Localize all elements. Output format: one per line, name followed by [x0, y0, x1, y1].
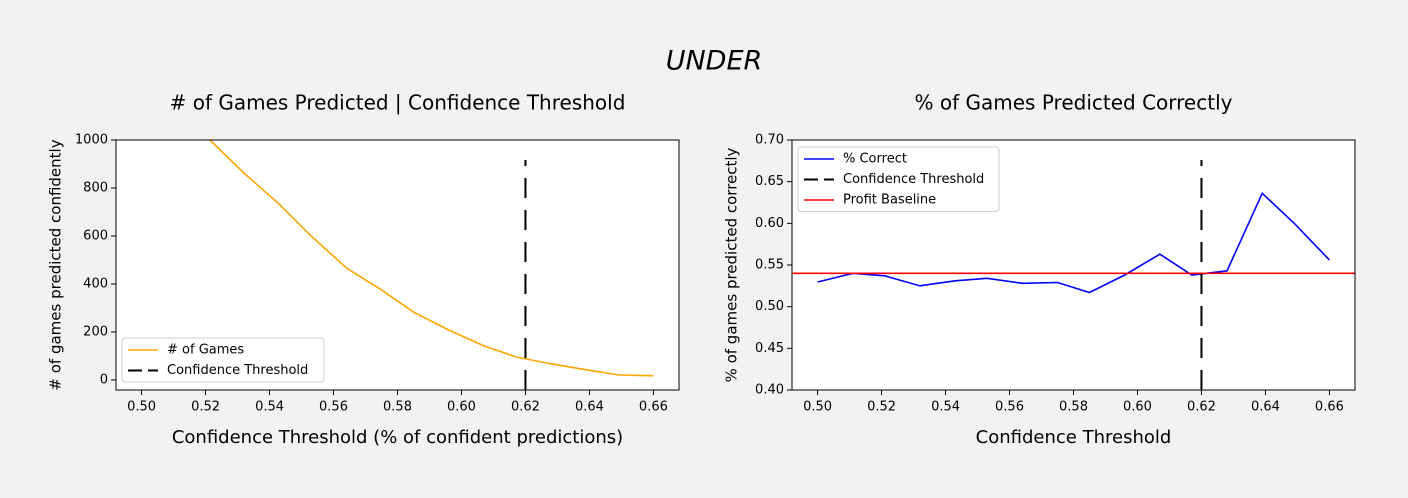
- legend-label: Profit Baseline: [843, 193, 936, 208]
- axes-frame: [791, 139, 1356, 391]
- axes-frame: [115, 139, 680, 391]
- x-tick-label: 0.52: [867, 400, 896, 415]
- y-tick-label: 0.60: [755, 216, 784, 231]
- figure-title: UNDER: [666, 46, 763, 77]
- legend: % Correct Confidence Threshold Profit Base…: [797, 146, 1000, 212]
- y-tick-label: 200: [83, 324, 108, 339]
- x-tick-label: 0.60: [447, 400, 476, 415]
- x-tick-label: 0.64: [575, 400, 604, 415]
- axes-title: # of Games Predicted | Confidence Thresh…: [170, 91, 626, 115]
- x-axis-label: Confidence Threshold (% of confident pre…: [172, 427, 623, 448]
- legend-box: [797, 146, 1000, 212]
- legend-label: Confidence Threshold: [167, 363, 308, 378]
- x-tick-label: 0.64: [1251, 400, 1280, 415]
- x-tick-label: 0.60: [1123, 400, 1152, 415]
- axes-title: % of Games Predicted Correctly: [915, 91, 1233, 115]
- axes: 0.50 0.52 0.54 0.56 0.58 0.60 0.62 0.64 0.66 0.40…: [723, 91, 1356, 448]
- y-tick-label: 1000: [75, 133, 108, 148]
- y-tick-label: 0.45: [755, 341, 784, 356]
- x-tick-label: 0.54: [255, 400, 284, 415]
- plot-content: [208, 140, 654, 390]
- x-axis-label: Confidence Threshold: [976, 427, 1172, 448]
- x-tick-label: 0.52: [191, 400, 220, 415]
- y-tick-label: 0.55: [755, 258, 784, 273]
- y-tick-label: 600: [83, 228, 108, 243]
- y-axis-label: % of games predicted correctly: [723, 147, 741, 382]
- y-tick-label: 0.50: [755, 299, 784, 314]
- legend-label: # of Games: [167, 343, 244, 358]
- y-tick-label: 0.70: [755, 133, 784, 148]
- legend-label: Confidence Threshold: [843, 172, 984, 187]
- legend-label: % Correct: [843, 152, 907, 167]
- legend-box: [121, 337, 325, 383]
- x-tick-label: 0.62: [1187, 400, 1216, 415]
- y-tick-label: 400: [83, 276, 108, 291]
- x-tick-label: 0.50: [127, 400, 156, 415]
- y-tick-label: 0.40: [755, 383, 784, 398]
- y-tick-label: 800: [83, 180, 108, 195]
- x-tick-label: 0.62: [511, 400, 540, 415]
- y-tick-label: 0.65: [755, 174, 784, 189]
- legend: # of Games Confidence Threshold: [121, 337, 325, 383]
- x-tick-label: 0.50: [803, 400, 832, 415]
- x-tick-label: 0.56: [319, 400, 348, 415]
- x-tick-label: 0.58: [1059, 400, 1088, 415]
- y-axis-label: # of games predicted confidently: [47, 139, 65, 390]
- x-tick-label: 0.58: [383, 400, 412, 415]
- x-tick-label: 0.66: [639, 400, 668, 415]
- axes: 0.50 0.52 0.54 0.56 0.58 0.60 0.62 0.64 0.66 0 200…: [47, 91, 680, 448]
- x-tick-label: 0.54: [931, 400, 960, 415]
- y-tick-label: 0: [100, 372, 108, 387]
- series-line: [208, 140, 654, 377]
- x-tick-label: 0.56: [995, 400, 1024, 415]
- x-tick-label: 0.66: [1315, 400, 1344, 415]
- series-line: [817, 191, 1330, 294]
- plot-content: [792, 160, 1355, 390]
